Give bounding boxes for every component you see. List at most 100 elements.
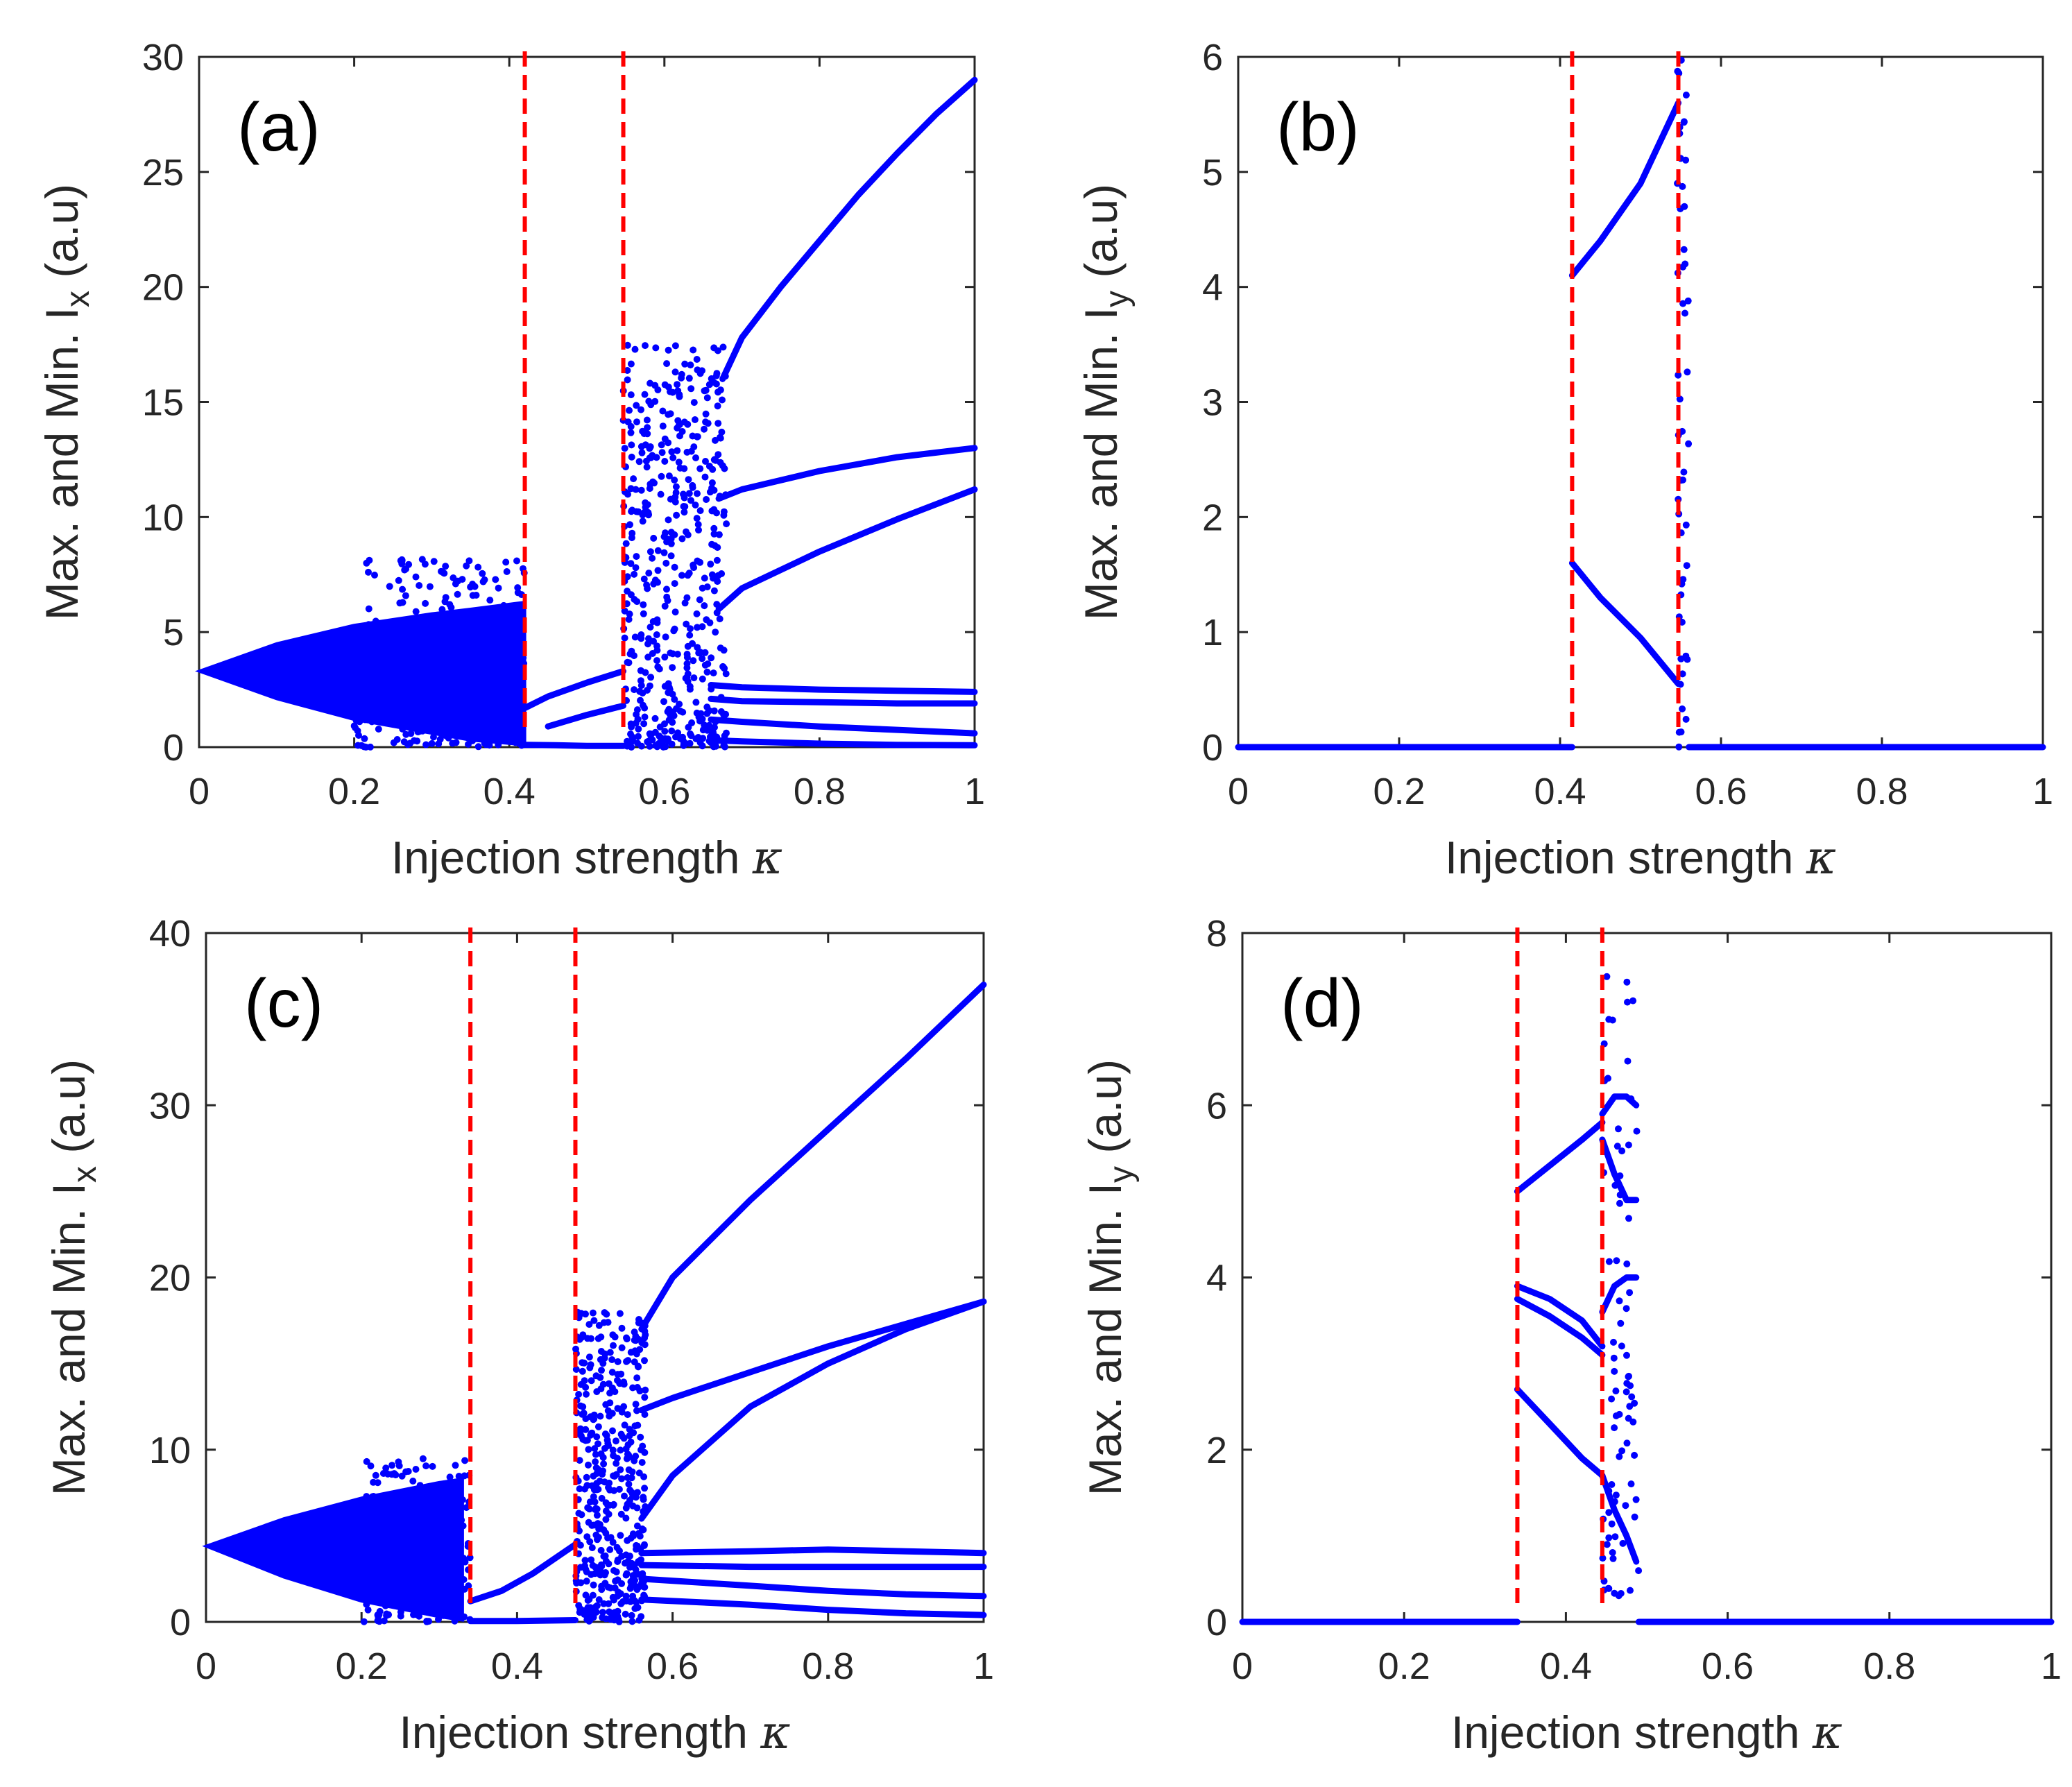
data-point <box>704 420 712 427</box>
data-point <box>587 1431 594 1439</box>
data-curve <box>1599 1274 1640 1315</box>
data-point <box>1625 1372 1632 1380</box>
data-curve <box>1568 560 1681 687</box>
data-point <box>633 1407 640 1414</box>
data-point <box>1623 1305 1630 1313</box>
data-point <box>641 1411 649 1418</box>
data-point <box>640 1526 647 1534</box>
data-curve <box>545 702 626 730</box>
data-point <box>582 1566 590 1573</box>
data-point <box>466 1616 474 1623</box>
data-point <box>699 726 707 734</box>
data-point <box>625 1466 633 1473</box>
data-point <box>661 728 669 735</box>
data-point <box>703 703 711 711</box>
data-point <box>467 583 474 591</box>
data-point <box>1613 1257 1620 1265</box>
data-point <box>693 356 701 363</box>
data-point <box>588 1482 596 1489</box>
y-axis-label-prefix: Max. and Min. I <box>36 307 87 620</box>
data-point <box>577 1380 585 1388</box>
data-point <box>637 1556 644 1564</box>
data-point <box>721 373 729 380</box>
x-tick-label: 0.8 <box>802 1645 854 1687</box>
data-point <box>1608 1481 1616 1488</box>
data-point <box>454 590 461 598</box>
data-point <box>1616 1453 1623 1460</box>
data-point <box>719 662 727 670</box>
data-point <box>669 388 676 396</box>
data-point <box>617 1600 625 1607</box>
data-point <box>640 575 648 583</box>
data-point <box>662 529 669 537</box>
data-point <box>581 1359 588 1367</box>
y-axis-label-suffix: (a.u) <box>1079 1059 1131 1166</box>
data-point <box>722 670 730 678</box>
data-point <box>634 1421 642 1429</box>
data-point <box>607 1616 615 1623</box>
data-point <box>419 1455 427 1462</box>
data-point <box>719 343 727 351</box>
x-tick-label: 0 <box>1228 771 1249 812</box>
data-point <box>585 1353 593 1361</box>
data-point <box>651 715 659 722</box>
data-point <box>676 391 683 398</box>
data-point <box>676 464 684 472</box>
data-point <box>388 1471 395 1478</box>
data-point <box>662 559 670 567</box>
data-point <box>617 1446 624 1454</box>
data-point <box>613 1437 619 1445</box>
data-point <box>625 1480 633 1488</box>
data-point <box>597 1356 604 1363</box>
data-point <box>575 1510 583 1517</box>
data-point <box>679 733 686 741</box>
data-point <box>364 1606 372 1614</box>
data-point <box>671 368 679 376</box>
data-point <box>577 1402 584 1410</box>
data-point <box>599 1609 606 1616</box>
data-point <box>579 1367 586 1375</box>
data-curve <box>708 737 978 749</box>
data-point <box>1612 1387 1620 1395</box>
x-tick-label: 0.6 <box>647 1645 699 1687</box>
data-point <box>629 1502 637 1510</box>
data-point <box>363 1457 370 1465</box>
data-point <box>717 434 724 442</box>
y-tick-label: 4 <box>1202 267 1223 309</box>
data-point <box>615 1485 623 1493</box>
data-point <box>624 1474 631 1481</box>
data-point <box>1603 973 1611 980</box>
y-tick-label: 5 <box>163 612 184 653</box>
y-axis-label-prefix: Max. and Min. I <box>1075 307 1127 620</box>
data-point <box>657 490 665 498</box>
data-curve <box>638 1298 987 1522</box>
data-point <box>665 689 672 696</box>
data-point <box>713 733 721 741</box>
data-point <box>375 726 382 733</box>
x-axis-symbol: κ <box>1806 831 1836 884</box>
data-point <box>678 535 686 542</box>
data-point <box>1679 705 1686 712</box>
data-point <box>588 1544 596 1552</box>
data-point <box>646 730 653 737</box>
data-point <box>701 425 708 433</box>
data-point <box>622 1514 630 1522</box>
data-point <box>642 1386 649 1394</box>
data-point <box>629 735 636 743</box>
data-point <box>592 1451 599 1458</box>
data-point <box>1684 656 1691 663</box>
data-point <box>690 657 697 665</box>
data-point <box>596 1477 603 1485</box>
y-tick-label: 20 <box>142 267 184 309</box>
data-point <box>703 496 710 503</box>
data-point <box>1605 1509 1613 1516</box>
data-point <box>465 1582 472 1589</box>
data-point <box>622 1504 630 1512</box>
data-point <box>623 1597 630 1605</box>
data-curve <box>1514 1119 1606 1195</box>
data-point <box>1605 1487 1613 1495</box>
data-point <box>586 1364 594 1371</box>
data-point <box>386 583 393 590</box>
data-point <box>1627 1382 1634 1390</box>
data-point <box>687 497 694 504</box>
